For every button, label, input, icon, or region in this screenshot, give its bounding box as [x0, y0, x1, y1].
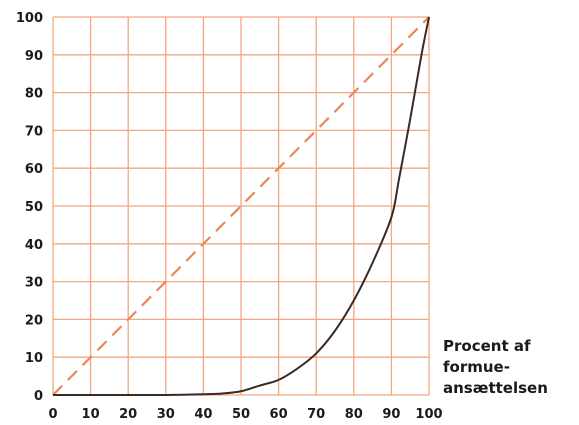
lorenz-curve-line	[52, 16, 430, 397]
y-tick-labels: 0 10 20 30 40 50 60 70 80 90 100	[16, 11, 43, 404]
x-tick-label: 70	[307, 407, 325, 422]
y-tick-label: 70	[25, 124, 43, 139]
y-tick-label: 10	[25, 351, 43, 366]
x-tick-label: 10	[82, 407, 100, 422]
y-tick-label: 90	[25, 49, 43, 64]
y-tick-label: 30	[25, 276, 43, 291]
x-tick-labels: 0 10 20 30 40 50 60 70 80 90 100	[48, 407, 442, 422]
x-tick-label: 60	[270, 407, 288, 422]
y-tick-label: 0	[34, 389, 43, 404]
y-tick-label: 40	[25, 238, 43, 253]
x-tick-label: 90	[382, 407, 400, 422]
x-axis-title: Procent af formue-ansættelsen	[443, 337, 548, 397]
x-axis-title-line: ansættelsen	[443, 379, 548, 397]
y-tick-label: 60	[25, 162, 43, 177]
x-tick-label: 40	[194, 407, 212, 422]
x-axis-title-line: Procent af	[443, 337, 531, 355]
y-tick-label: 50	[25, 200, 43, 215]
x-tick-label: 20	[119, 407, 137, 422]
series-layer	[52, 16, 430, 397]
x-tick-label: 30	[157, 407, 175, 422]
x-tick-label: 50	[232, 407, 250, 422]
y-tick-label: 80	[25, 87, 43, 102]
x-tick-label: 100	[415, 407, 442, 422]
y-tick-label: 20	[25, 313, 43, 328]
y-tick-label: 100	[16, 11, 43, 26]
equality-diagonal-line	[52, 16, 430, 396]
x-tick-label: 80	[345, 407, 363, 422]
x-axis-title-line: formue-	[443, 358, 510, 376]
x-tick-label: 0	[48, 407, 57, 422]
